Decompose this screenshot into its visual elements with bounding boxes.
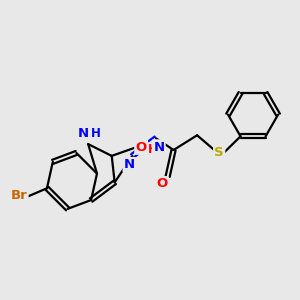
Text: H: H	[91, 127, 100, 140]
Text: N: N	[124, 158, 135, 171]
Text: O: O	[156, 177, 167, 190]
Text: S: S	[214, 146, 224, 159]
Text: O: O	[136, 141, 147, 154]
Text: N: N	[153, 141, 164, 154]
Text: N: N	[78, 127, 89, 140]
Text: H: H	[148, 143, 158, 157]
Text: Br: Br	[11, 189, 27, 202]
